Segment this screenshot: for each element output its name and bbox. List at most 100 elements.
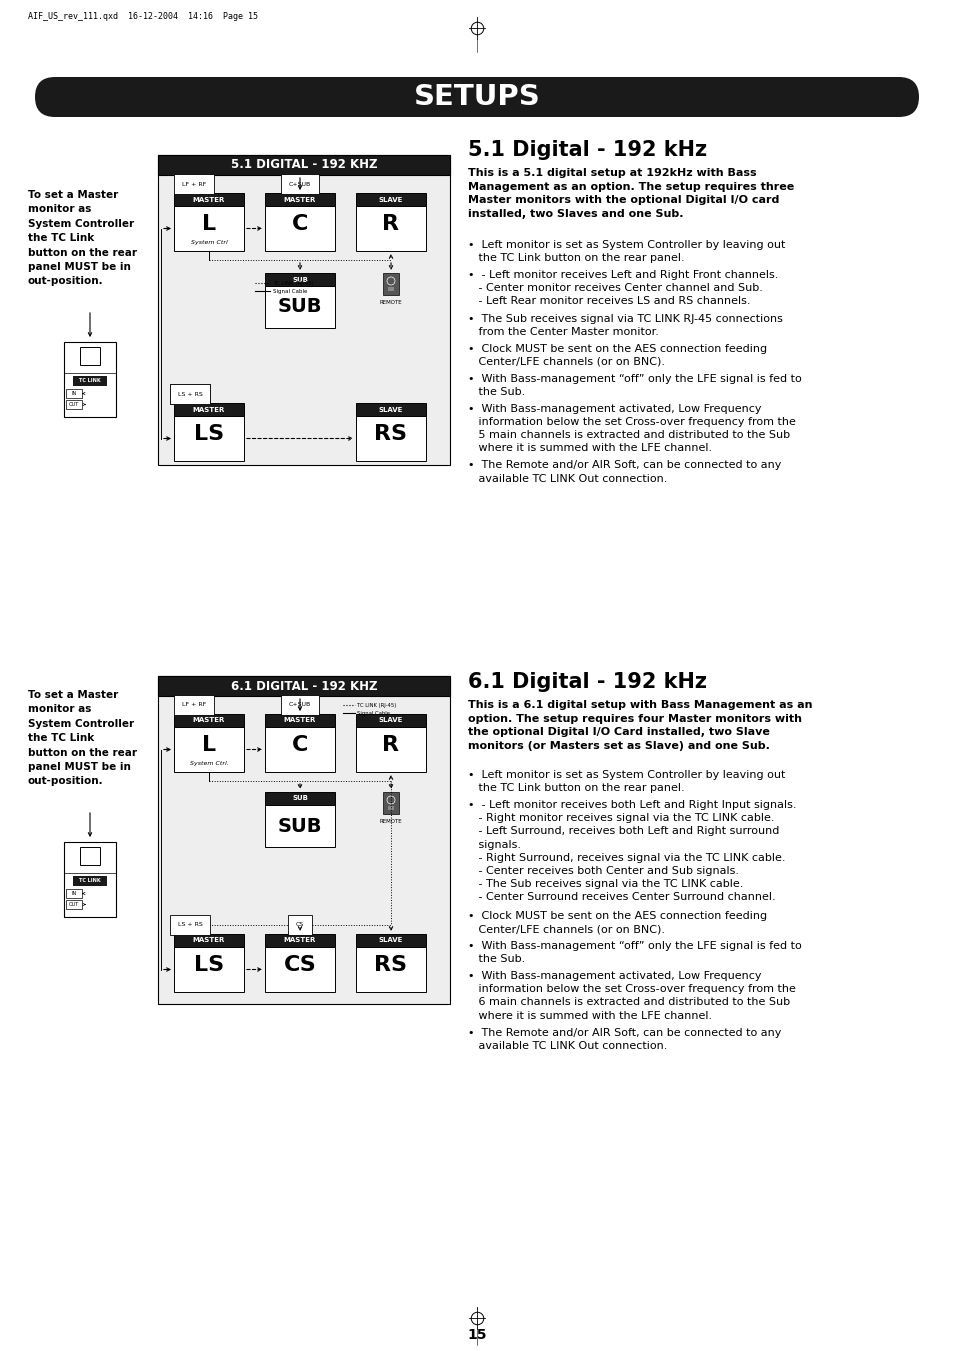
Text: LF + RF: LF + RF <box>182 703 206 708</box>
Bar <box>73 875 107 886</box>
Bar <box>265 792 335 805</box>
Text: L: L <box>202 735 215 755</box>
Text: TC LINK: TC LINK <box>79 378 101 384</box>
Text: 6.1 Digital - 192 kHz: 6.1 Digital - 192 kHz <box>468 671 706 692</box>
Text: •  - Left monitor receives both Left and Right Input signals.
   - Right monitor: • - Left monitor receives both Left and … <box>468 800 796 902</box>
Text: C: C <box>292 735 308 755</box>
Bar <box>355 947 426 992</box>
Bar <box>66 889 82 898</box>
Bar <box>265 947 335 992</box>
Text: MASTER: MASTER <box>193 938 225 943</box>
Text: SLAVE: SLAVE <box>378 196 403 203</box>
Text: LS: LS <box>193 424 224 444</box>
Bar <box>73 376 107 386</box>
Bar <box>66 900 82 909</box>
Text: •  Clock MUST be sent on the AES connection feeding
   Center/LFE channels (or o: • Clock MUST be sent on the AES connecti… <box>468 911 766 934</box>
Text: IN: IN <box>71 390 76 396</box>
Bar <box>388 286 394 290</box>
Bar <box>173 727 244 771</box>
Bar <box>382 792 398 815</box>
Bar <box>80 847 100 865</box>
Text: SLAVE: SLAVE <box>378 407 403 412</box>
Text: SUB: SUB <box>277 816 322 835</box>
Text: LS + RS: LS + RS <box>177 923 202 928</box>
Text: System Ctrl: System Ctrl <box>191 240 227 246</box>
Text: LS + RS: LS + RS <box>177 392 202 396</box>
Text: 6.1 DIGITAL - 192 KHZ: 6.1 DIGITAL - 192 KHZ <box>231 680 376 693</box>
Text: •  - Left monitor receives Left and Right Front channels.
   - Center monitor re: • - Left monitor receives Left and Right… <box>468 270 778 307</box>
Bar <box>173 403 244 416</box>
Text: System Ctrl.: System Ctrl. <box>190 762 228 766</box>
Bar <box>66 400 82 409</box>
Bar <box>265 934 335 947</box>
Bar <box>173 205 244 251</box>
Bar <box>173 947 244 992</box>
Bar <box>80 347 100 365</box>
Text: LS + RS: LS + RS <box>177 392 202 396</box>
Text: This is a 6.1 digital setup with Bass Management as an
option. The setup require: This is a 6.1 digital setup with Bass Ma… <box>468 700 812 751</box>
Bar <box>355 934 426 947</box>
Text: To set a Master
monitor as
System Controller
the TC Link
button on the rear
pane: To set a Master monitor as System Contro… <box>28 190 137 286</box>
Text: •  With Bass-management activated, Low Frequency
   information below the set Cr: • With Bass-management activated, Low Fr… <box>468 971 795 1020</box>
Text: MASTER: MASTER <box>283 196 315 203</box>
Text: •  Clock MUST be sent on the AES connection feeding
   Center/LFE channels (or o: • Clock MUST be sent on the AES connecti… <box>468 343 766 366</box>
Text: 15: 15 <box>467 1328 486 1342</box>
Text: R: R <box>382 735 399 755</box>
Text: •  With Bass-management “off” only the LFE signal is fed to
   the Sub.: • With Bass-management “off” only the LF… <box>468 942 801 965</box>
Text: 5.1 Digital - 192 kHz: 5.1 Digital - 192 kHz <box>468 141 706 159</box>
Bar <box>265 713 335 727</box>
Text: MASTER: MASTER <box>193 717 225 724</box>
Text: •  The Remote and/or AIR Soft, can be connected to any
   available TC LINK Out : • The Remote and/or AIR Soft, can be con… <box>468 461 781 484</box>
Text: SUB: SUB <box>292 796 308 801</box>
Bar <box>173 416 244 461</box>
Bar <box>64 342 116 417</box>
Text: MASTER: MASTER <box>283 938 315 943</box>
Bar <box>158 676 450 696</box>
Text: RS: RS <box>375 424 407 444</box>
Text: TC LINK (RJ-45): TC LINK (RJ-45) <box>273 281 314 285</box>
Text: TC LINK (RJ-45): TC LINK (RJ-45) <box>356 703 395 708</box>
Text: Signal Cable: Signal Cable <box>273 289 307 293</box>
Bar <box>158 676 450 1004</box>
Text: L: L <box>202 213 215 234</box>
Text: OUT: OUT <box>69 403 79 407</box>
Text: This is a 5.1 digital setup at 192kHz with Bass
Management as an option. The set: This is a 5.1 digital setup at 192kHz wi… <box>468 168 794 219</box>
Bar <box>355 193 426 205</box>
Text: CS: CS <box>283 955 316 975</box>
Bar <box>158 155 450 465</box>
Text: RS: RS <box>375 955 407 975</box>
Text: 5.1 DIGITAL - 192 KHZ: 5.1 DIGITAL - 192 KHZ <box>231 158 376 172</box>
Bar <box>64 842 116 917</box>
FancyBboxPatch shape <box>35 77 918 118</box>
Bar <box>355 416 426 461</box>
Text: REMOTE: REMOTE <box>379 300 402 305</box>
Text: SLAVE: SLAVE <box>378 938 403 943</box>
Text: C+SUB: C+SUB <box>289 181 311 186</box>
Text: TC LINK: TC LINK <box>79 878 101 884</box>
Text: Signal Cable: Signal Cable <box>356 711 390 716</box>
Text: •  The Remote and/or AIR Soft, can be connected to any
   available TC LINK Out : • The Remote and/or AIR Soft, can be con… <box>468 1028 781 1051</box>
Bar <box>265 193 335 205</box>
Bar <box>382 273 398 295</box>
Bar <box>265 286 335 328</box>
Text: LF + RF: LF + RF <box>182 181 206 186</box>
Text: SUB: SUB <box>292 277 308 282</box>
Text: MASTER: MASTER <box>193 196 225 203</box>
Text: •  Left monitor is set as System Controller by leaving out
   the TC Link button: • Left monitor is set as System Controll… <box>468 240 784 263</box>
Bar <box>355 727 426 771</box>
Bar <box>173 713 244 727</box>
Text: AIF_US_rev_111.qxd  16-12-2004  14:16  Page 15: AIF_US_rev_111.qxd 16-12-2004 14:16 Page… <box>28 12 257 22</box>
Bar <box>173 934 244 947</box>
Bar <box>355 403 426 416</box>
Text: •  With Bass-management activated, Low Frequency
   information below the set Cr: • With Bass-management activated, Low Fr… <box>468 404 795 453</box>
Text: •  With Bass-management “off” only the LFE signal is fed to
   the Sub.: • With Bass-management “off” only the LF… <box>468 373 801 397</box>
Bar <box>355 205 426 251</box>
Text: SLAVE: SLAVE <box>378 717 403 724</box>
Bar <box>66 389 82 399</box>
Bar <box>173 193 244 205</box>
Text: OUT: OUT <box>69 902 79 907</box>
Text: MASTER: MASTER <box>193 407 225 412</box>
Bar <box>355 713 426 727</box>
Bar <box>265 273 335 286</box>
Text: SETUPS: SETUPS <box>414 82 539 111</box>
